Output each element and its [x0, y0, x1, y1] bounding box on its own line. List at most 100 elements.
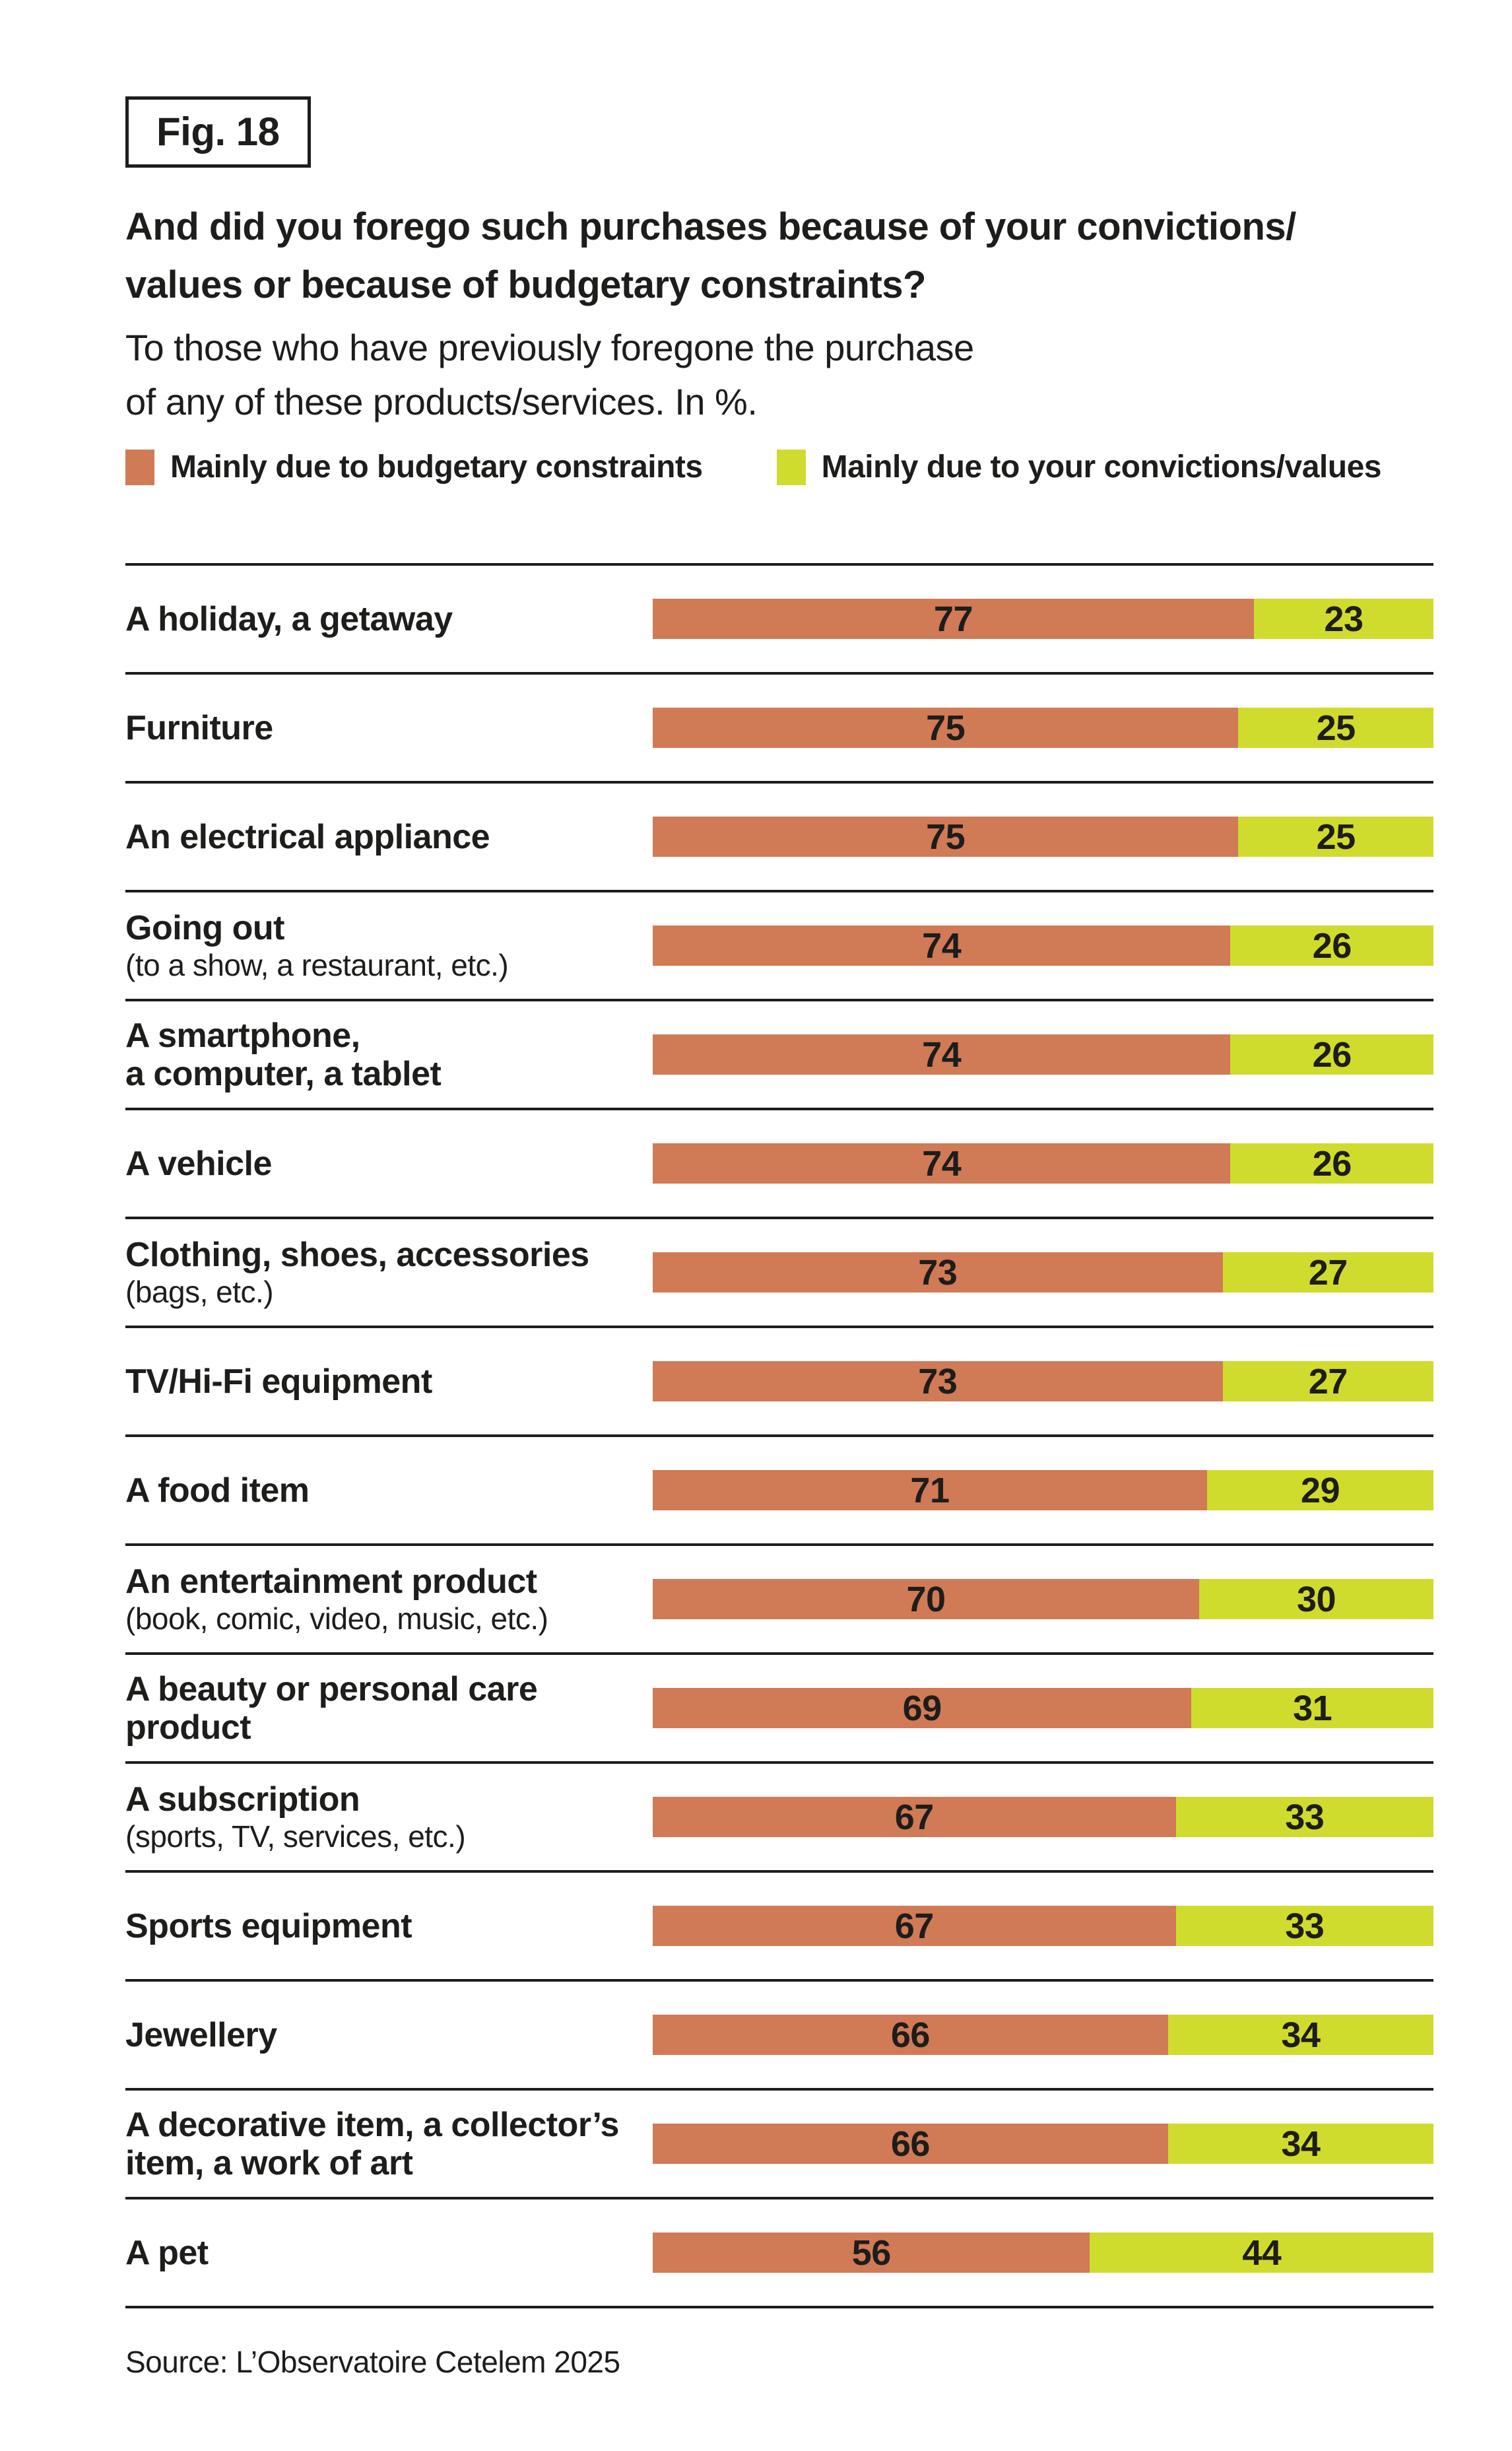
convictions-bar-segment: 34 — [1167, 2015, 1433, 2055]
row-label: Furniture — [125, 709, 653, 747]
title-line: And did you forego such purchases becaus… — [125, 205, 1296, 248]
convictions-bar-segment: 26 — [1230, 1034, 1433, 1075]
row-label-line: A smartphone, — [125, 1016, 360, 1055]
stacked-bar: 69 31 — [653, 1688, 1433, 1728]
chart-row: Sports equipment 67 33 — [125, 1870, 1433, 1979]
convictions-bar-segment: 34 — [1167, 2124, 1433, 2164]
budget-value: 66 — [890, 2124, 931, 2164]
row-label: An electrical appliance — [125, 818, 653, 856]
row-label-sub: (sports, TV, services, etc.) — [125, 1819, 466, 1854]
figure-number-label: Fig. 18 — [156, 110, 280, 154]
budget-bar-segment: 66 — [653, 2015, 1168, 2055]
row-label-main: A subscription — [125, 1780, 633, 1819]
convictions-bar-segment: 27 — [1222, 1252, 1433, 1293]
budget-value: 69 — [902, 1688, 942, 1728]
chart-row: Clothing, shoes, accessories (bags, etc.… — [125, 1217, 1433, 1326]
row-label-line: A pet — [125, 2233, 209, 2272]
convictions-legend-swatch — [776, 449, 806, 485]
row-label-line: Clothing, shoes, accessories — [125, 1235, 589, 1274]
row-label-line: item, a work of art — [125, 2143, 413, 2182]
stacked-bar: 74 26 — [653, 1034, 1433, 1075]
row-label-line: A decorative item, a collector’s — [125, 2105, 619, 2144]
convictions-bar-segment: 30 — [1199, 1579, 1433, 1619]
convictions-value: 34 — [1281, 2015, 1321, 2055]
chart-row: A smartphone, a computer, a tablet 74 26 — [125, 999, 1433, 1108]
convictions-bar-segment: 29 — [1206, 1470, 1433, 1510]
row-label: Going out (to a show, a restaurant, etc.… — [125, 909, 653, 983]
stacked-bar: 56 44 — [653, 2233, 1433, 2273]
convictions-value: 44 — [1242, 2233, 1282, 2273]
convictions-bar-segment: 44 — [1090, 2233, 1433, 2273]
row-label-main: A smartphone, a computer, a tablet — [125, 1017, 633, 1093]
row-label-main: Furniture — [125, 709, 633, 747]
convictions-bar-segment: 26 — [1230, 1143, 1433, 1184]
subtitle-line: To those who have previously foregone th… — [125, 327, 974, 368]
row-label-main: An electrical appliance — [125, 818, 633, 856]
row-label-main: A beauty or personal care product — [125, 1670, 633, 1747]
convictions-bar-segment: 23 — [1253, 599, 1433, 639]
chart-row: TV/Hi-Fi equipment 73 27 — [125, 1326, 1433, 1434]
budget-bar-segment: 74 — [653, 1143, 1231, 1184]
convictions-bar-segment: 31 — [1191, 1688, 1433, 1728]
row-label-main: An entertainment product — [125, 1562, 633, 1601]
stacked-bar: 77 23 — [653, 599, 1433, 639]
convictions-bar-segment: 25 — [1238, 817, 1433, 857]
chart-row: Jewellery 66 34 — [125, 1979, 1433, 2088]
budget-legend-swatch — [125, 449, 154, 485]
row-label-line: A holiday, a getaway — [125, 599, 453, 638]
row-label-main: Sports equipment — [125, 1907, 633, 1945]
row-label: A vehicle — [125, 1145, 653, 1183]
budget-value: 73 — [918, 1361, 958, 1401]
stacked-bar: 73 27 — [653, 1361, 1433, 1401]
row-label: Sports equipment — [125, 1907, 653, 1945]
convictions-value: 26 — [1312, 925, 1352, 966]
row-label-line: A subscription — [125, 1780, 360, 1819]
budget-bar-segment: 56 — [653, 2233, 1090, 2273]
subtitle-line: of any of these products/services. In %. — [125, 381, 758, 422]
budget-bar-segment: 66 — [653, 2124, 1168, 2164]
stacked-bar: 75 25 — [653, 708, 1433, 748]
chart-row: A decorative item, a collector’s item, a … — [125, 2088, 1433, 2197]
row-label-line: product — [125, 1708, 251, 1747]
stacked-bar: 66 34 — [653, 2015, 1433, 2055]
budget-legend-label: Mainly due to budgetary constraints — [170, 450, 703, 485]
convictions-value: 26 — [1312, 1143, 1352, 1184]
budget-bar-segment: 75 — [653, 817, 1239, 857]
budget-bar-segment: 71 — [653, 1470, 1207, 1510]
row-label-sub: (book, comic, video, music, etc.) — [125, 1601, 548, 1636]
budget-value: 77 — [933, 599, 973, 639]
row-label: Clothing, shoes, accessories (bags, etc.… — [125, 1236, 653, 1310]
budget-bar-segment: 70 — [653, 1579, 1200, 1619]
row-label-line: Jewellery — [125, 2015, 277, 2054]
budget-value: 73 — [918, 1252, 958, 1293]
convictions-value: 27 — [1308, 1252, 1348, 1293]
convictions-bar-segment: 27 — [1222, 1361, 1433, 1401]
convictions-value: 30 — [1297, 1579, 1336, 1619]
stacked-bar: 71 29 — [653, 1470, 1433, 1510]
row-label: A subscription (sports, TV, services, et… — [125, 1780, 653, 1854]
row-label-line: TV/Hi-Fi equipment — [125, 1362, 432, 1401]
row-label-main: A vehicle — [125, 1145, 633, 1183]
row-label: A smartphone, a computer, a tablet — [125, 1017, 653, 1093]
convictions-value: 26 — [1312, 1034, 1352, 1075]
row-label-sub: (bags, etc.) — [125, 1274, 274, 1309]
convictions-value: 25 — [1316, 708, 1356, 748]
chart-row: An entertainment product (book, comic, v… — [125, 1543, 1433, 1652]
row-label-line: An entertainment product — [125, 1562, 537, 1601]
convictions-bar-segment: 33 — [1175, 1797, 1433, 1837]
convictions-value: 23 — [1324, 599, 1364, 639]
chart-row: A subscription (sports, TV, services, et… — [125, 1761, 1433, 1870]
budget-bar-segment: 74 — [653, 925, 1231, 966]
row-label-main: Clothing, shoes, accessories — [125, 1236, 633, 1274]
budget-value: 74 — [922, 1143, 962, 1184]
budget-value: 75 — [926, 817, 966, 857]
row-label-line: A vehicle — [125, 1144, 272, 1183]
title-line: values or because of budgetary constrain… — [125, 263, 926, 306]
row-label-sub: (to a show, a restaurant, etc.) — [125, 947, 509, 982]
chart-row: A food item 71 29 — [125, 1434, 1433, 1543]
row-label-line: Going out — [125, 908, 284, 947]
stacked-bar: 67 33 — [653, 1906, 1433, 1946]
stacked-bar: 74 26 — [653, 1143, 1433, 1184]
convictions-bar-segment: 26 — [1230, 925, 1433, 966]
legend-item-convictions: Mainly due to your convictions/values — [776, 449, 1381, 485]
